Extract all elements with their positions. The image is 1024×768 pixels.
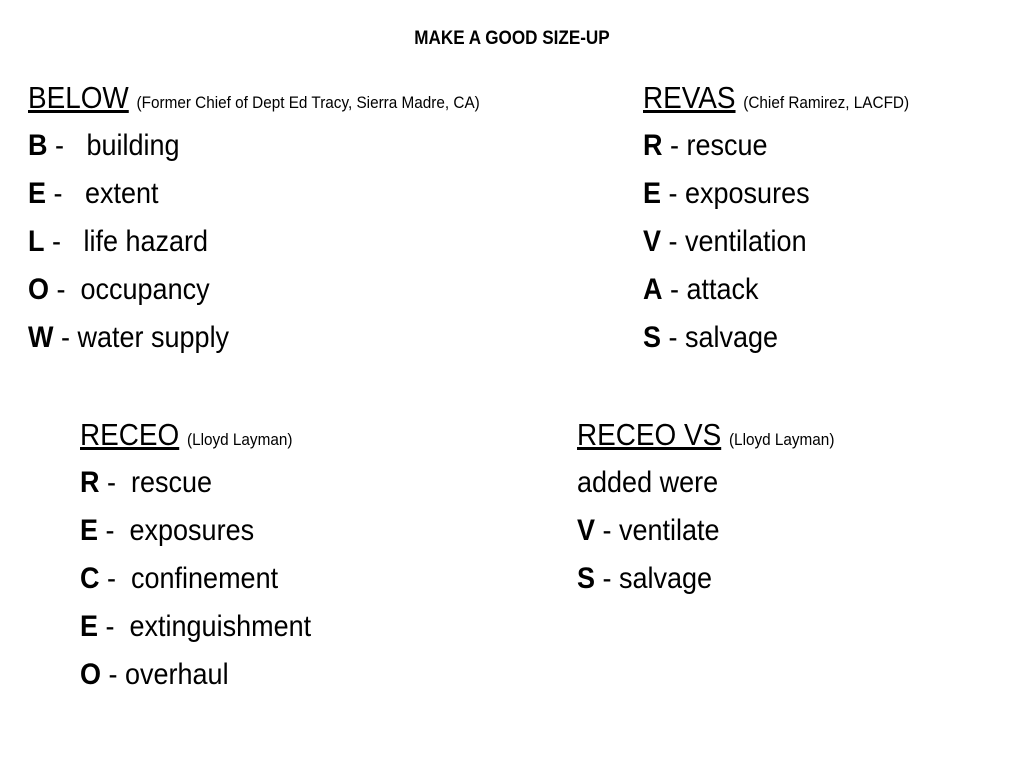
item-text: - overhaul [101,658,229,691]
item-text: - rescue [662,129,768,162]
item-letter: S [643,321,662,354]
revas-section: REVAS (Chief Ramirez, LACFD) R - rescue … [643,74,939,362]
list-item: R - rescue [80,459,311,507]
receovs-section: RECEO VS (Lloyd Layman) added were V - v… [577,411,863,603]
item-letter: E [80,514,99,547]
receovs-source: (Lloyd Layman) [728,430,835,449]
list-item: B - building [28,122,480,170]
item-text: - exposures [98,514,255,547]
item-letter: E [643,177,662,210]
list-item: S - salvage [643,314,909,362]
item-letter: E [28,177,47,210]
list-item: O - occupancy [28,266,480,314]
item-text: - occupancy [49,273,210,306]
item-letter: C [80,562,100,595]
list-item: E - extent [28,170,480,218]
list-item: V - ventilate [577,507,834,555]
item-text: - water supply [53,321,230,354]
item-text: - attack [662,273,759,306]
item-letter: O [80,658,102,691]
list-item: E - exposures [80,507,311,555]
revas-heading: REVAS (Chief Ramirez, LACFD) [643,74,909,122]
receovs-note: added were [577,466,719,499]
list-item: E - extinguishment [80,603,311,651]
item-text: - rescue [99,466,213,499]
item-letter: S [577,562,596,595]
item-text: - confinement [99,562,279,595]
receo-source: (Lloyd Layman) [186,430,293,449]
revas-name: REVAS [643,80,736,115]
item-letter: R [80,466,100,499]
item-letter: B [28,129,48,162]
receo-name: RECEO [80,417,180,452]
item-text: - exposures [661,177,810,210]
item-text: - extinguishment [98,610,312,643]
item-text: - salvage [661,321,779,354]
item-letter: O [28,273,50,306]
slide-title: MAKE A GOOD SIZE-UP [414,28,610,49]
item-letter: L [28,225,45,258]
item-text: - extent [46,177,159,210]
below-section: BELOW (Former Chief of Dept Ed Tracy, Si… [28,74,530,362]
item-letter: A [643,273,663,306]
item-text: - building [47,129,180,162]
list-item: V - ventilation [643,218,909,266]
item-text: - salvage [595,562,713,595]
list-item: S - salvage [577,555,834,603]
list-item: W - water supply [28,314,480,362]
list-item: L - life hazard [28,218,480,266]
below-heading: BELOW (Former Chief of Dept Ed Tracy, Si… [28,74,480,122]
list-item: E - exposures [643,170,909,218]
receovs-heading: RECEO VS (Lloyd Layman) [577,411,834,459]
item-letter: V [577,514,596,547]
list-item: C - confinement [80,555,311,603]
item-letter: R [643,129,663,162]
list-item: A - attack [643,266,909,314]
below-name: BELOW [28,80,129,115]
receovs-name: RECEO VS [577,417,722,452]
item-text: - ventilation [661,225,807,258]
item-text: - ventilate [595,514,720,547]
below-source: (Former Chief of Dept Ed Tracy, Sierra M… [136,93,480,112]
list-item: O - overhaul [80,651,311,699]
item-letter: W [28,321,54,354]
receo-section: RECEO (Lloyd Layman) R - rescue E - expo… [80,411,337,699]
list-item: R - rescue [643,122,909,170]
receo-heading: RECEO (Lloyd Layman) [80,411,311,459]
item-letter: V [643,225,662,258]
item-letter: E [80,610,99,643]
item-text: - life hazard [44,225,209,258]
revas-source: (Chief Ramirez, LACFD) [743,93,910,112]
